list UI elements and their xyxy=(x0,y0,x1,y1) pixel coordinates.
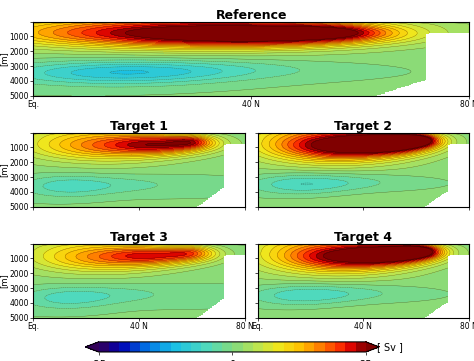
PathPatch shape xyxy=(85,342,99,352)
Title: Target 3: Target 3 xyxy=(110,231,168,244)
Y-axis label: [m]: [m] xyxy=(0,273,8,288)
Title: Target 4: Target 4 xyxy=(335,231,392,244)
Text: [ Sv ]: [ Sv ] xyxy=(376,342,402,352)
Title: Target 1: Target 1 xyxy=(110,119,168,133)
PathPatch shape xyxy=(366,342,379,352)
Y-axis label: [m]: [m] xyxy=(0,51,8,66)
Y-axis label: [m]: [m] xyxy=(0,162,8,177)
Title: Target 2: Target 2 xyxy=(335,119,392,133)
Title: Reference: Reference xyxy=(216,9,287,22)
